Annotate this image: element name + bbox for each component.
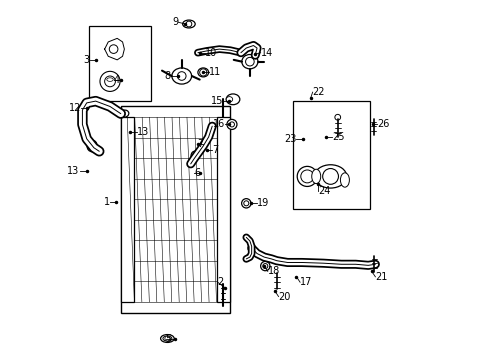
Circle shape: [177, 72, 185, 80]
Circle shape: [260, 261, 269, 271]
Bar: [292, 101, 369, 209]
Text: 6: 6: [194, 168, 200, 178]
Text: 8: 8: [164, 71, 171, 81]
Circle shape: [297, 166, 317, 186]
Circle shape: [229, 122, 234, 127]
Circle shape: [199, 69, 206, 76]
Ellipse shape: [191, 151, 199, 160]
Ellipse shape: [226, 94, 239, 105]
Text: 22: 22: [312, 87, 325, 97]
Text: 7: 7: [212, 144, 218, 154]
Circle shape: [244, 201, 248, 206]
Text: 3: 3: [83, 55, 89, 65]
Text: 4: 4: [113, 75, 120, 85]
Circle shape: [262, 264, 267, 269]
Circle shape: [245, 57, 254, 66]
Text: 7: 7: [197, 139, 203, 149]
Text: 20: 20: [278, 292, 290, 302]
Ellipse shape: [106, 78, 113, 81]
Text: 11: 11: [208, 67, 221, 77]
Circle shape: [185, 21, 191, 27]
Text: 18: 18: [267, 266, 280, 276]
Ellipse shape: [314, 165, 346, 188]
Circle shape: [226, 120, 237, 130]
Circle shape: [322, 168, 338, 184]
Circle shape: [164, 336, 169, 341]
Text: 2: 2: [217, 277, 224, 287]
Text: 15: 15: [210, 96, 223, 106]
Text: 12: 12: [69, 103, 81, 113]
Bar: [88, 26, 151, 101]
Circle shape: [100, 71, 120, 91]
Ellipse shape: [163, 336, 171, 341]
Ellipse shape: [182, 20, 195, 28]
Text: 14: 14: [260, 48, 272, 58]
Text: 23: 23: [284, 134, 296, 144]
Text: 25: 25: [332, 132, 344, 142]
Ellipse shape: [120, 110, 128, 117]
Ellipse shape: [311, 169, 320, 184]
Text: 21: 21: [375, 272, 387, 282]
Text: 13: 13: [67, 166, 80, 176]
Circle shape: [300, 170, 313, 183]
Bar: [216, 117, 230, 302]
Circle shape: [241, 199, 250, 208]
Text: 24: 24: [317, 186, 330, 196]
Circle shape: [104, 76, 115, 87]
Text: 5: 5: [165, 333, 171, 343]
Text: 10: 10: [204, 48, 217, 58]
Text: 13: 13: [137, 127, 149, 136]
Ellipse shape: [160, 334, 174, 342]
Text: 19: 19: [257, 198, 269, 208]
Circle shape: [109, 45, 118, 53]
Bar: [121, 107, 230, 313]
Ellipse shape: [198, 68, 208, 77]
Ellipse shape: [340, 173, 349, 187]
Bar: [121, 117, 134, 302]
Ellipse shape: [226, 96, 232, 102]
Text: 1: 1: [103, 197, 110, 207]
Text: 26: 26: [376, 120, 389, 129]
Ellipse shape: [241, 54, 258, 69]
Ellipse shape: [87, 140, 97, 152]
Text: 17: 17: [300, 277, 312, 287]
Text: 16: 16: [212, 120, 224, 129]
Ellipse shape: [171, 68, 191, 84]
Circle shape: [334, 114, 340, 120]
Text: 9: 9: [172, 17, 178, 27]
